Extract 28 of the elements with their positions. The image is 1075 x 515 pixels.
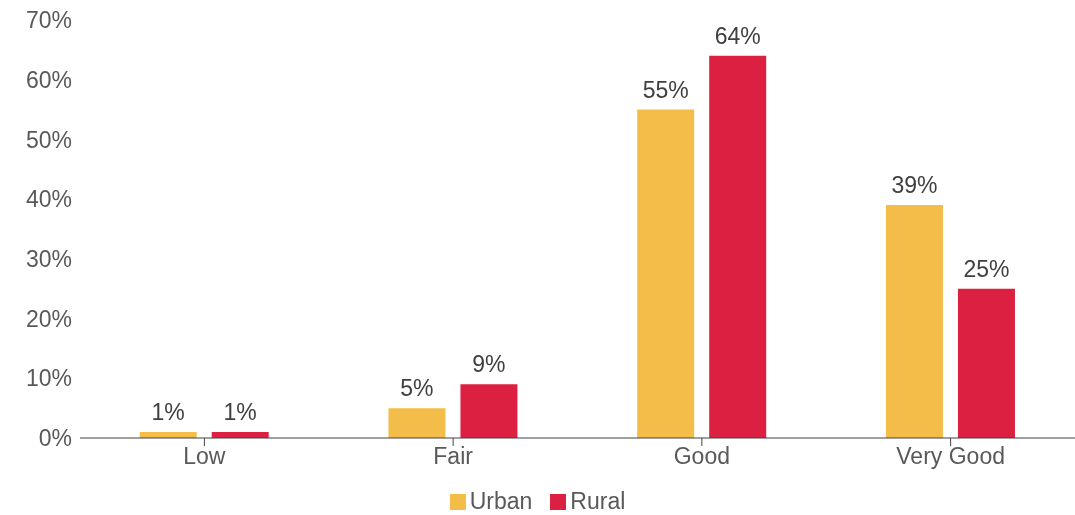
y-tick-label: 70% bbox=[25, 7, 72, 34]
data-label: 64% bbox=[714, 22, 761, 49]
data-label: 5% bbox=[400, 375, 434, 402]
bar bbox=[637, 109, 695, 438]
legend-label: Urban bbox=[469, 488, 533, 515]
x-tick-label: Good bbox=[673, 443, 731, 470]
data-label: 1% bbox=[223, 399, 257, 426]
data-label: 55% bbox=[642, 76, 689, 103]
bar bbox=[709, 55, 767, 438]
bar bbox=[460, 384, 518, 438]
y-tick-label: 40% bbox=[25, 186, 72, 213]
y-tick-label: 60% bbox=[25, 66, 72, 93]
data-label: 9% bbox=[472, 351, 506, 378]
y-tick-label: 0% bbox=[38, 425, 72, 452]
y-tick-label: 50% bbox=[25, 126, 72, 153]
data-label: 1% bbox=[151, 399, 185, 426]
y-tick-label: 20% bbox=[25, 305, 72, 332]
x-tick-label: Very Good bbox=[896, 443, 1005, 470]
bar bbox=[957, 288, 1015, 438]
data-label: 25% bbox=[963, 255, 1010, 282]
x-tick-label: Low bbox=[183, 443, 226, 470]
legend-label: Rural bbox=[570, 488, 626, 515]
x-tick-label: Fair bbox=[433, 443, 474, 470]
y-tick-label: 30% bbox=[25, 246, 72, 273]
bar bbox=[885, 205, 943, 438]
data-label: 39% bbox=[891, 172, 938, 199]
y-tick-label: 10% bbox=[25, 365, 72, 392]
bar bbox=[388, 408, 446, 438]
